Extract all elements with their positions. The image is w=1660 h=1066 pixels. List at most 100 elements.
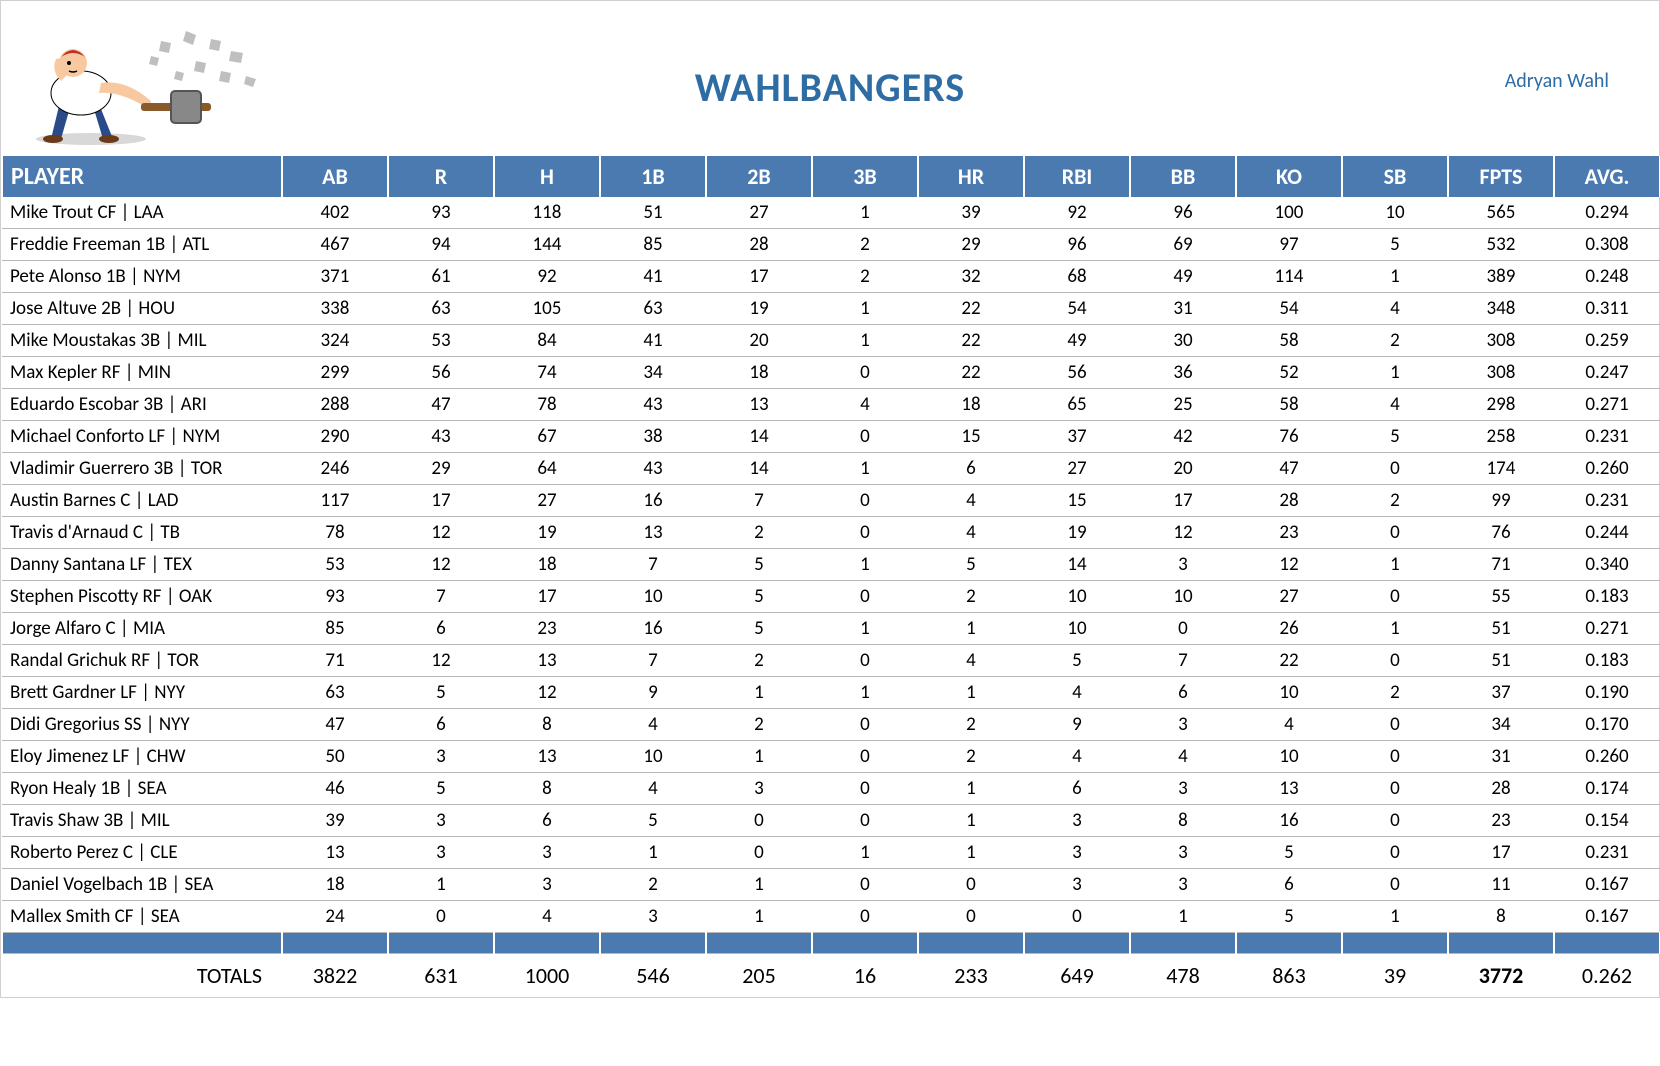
cell-fpts: 532 [1448, 229, 1554, 261]
cell-sb: 5 [1342, 421, 1448, 453]
cell-rbi: 27 [1024, 453, 1130, 485]
stats-table: PLAYER AB R H 1B 2B 3B HR RBI BB KO SB F… [1, 156, 1660, 997]
cell-ab: 467 [282, 229, 388, 261]
cell-b3: 0 [812, 421, 918, 453]
cell-sb: 0 [1342, 645, 1448, 677]
table-row: Travis Shaw 3B | MIL3936500138160230.154 [2, 805, 1660, 837]
player-name-cell: Max Kepler RF | MIN [2, 357, 282, 389]
cell-b2: 18 [706, 357, 812, 389]
cell-bb: 36 [1130, 357, 1236, 389]
cell-r: 94 [388, 229, 494, 261]
cell-r: 1 [388, 869, 494, 901]
cell-b2: 5 [706, 581, 812, 613]
table-row: Freddie Freeman 1B | ATL4679414485282299… [2, 229, 1660, 261]
cell-ab: 18 [282, 869, 388, 901]
owner-link[interactable]: Adryan Wahl [1505, 69, 1609, 93]
cell-avg: 0.311 [1554, 293, 1660, 325]
cell-sb: 2 [1342, 325, 1448, 357]
cell-r: 6 [388, 709, 494, 741]
cell-fpts: 11 [1448, 869, 1554, 901]
table-row: Roberto Perez C | CLE133310113350170.231 [2, 837, 1660, 869]
cell-ko: 58 [1236, 389, 1342, 421]
cell-sb: 1 [1342, 613, 1448, 645]
cell-hr: 18 [918, 389, 1024, 421]
cell-b3: 0 [812, 741, 918, 773]
col-hr: HR [918, 156, 1024, 197]
cell-rbi: 6 [1024, 773, 1130, 805]
player-name-cell: Vladimir Guerrero 3B | TOR [2, 453, 282, 485]
cell-sb: 1 [1342, 357, 1448, 389]
cell-ab: 117 [282, 485, 388, 517]
cell-ab: 402 [282, 197, 388, 229]
cell-ko: 5 [1236, 901, 1342, 933]
cell-hr: 6 [918, 453, 1024, 485]
player-name-cell: Travis Shaw 3B | MIL [2, 805, 282, 837]
cell-b1: 41 [600, 325, 706, 357]
col-fpts: FPTS [1448, 156, 1554, 197]
col-player: PLAYER [2, 156, 282, 197]
cell-h: 23 [494, 613, 600, 645]
cell-b1: 2 [600, 869, 706, 901]
cell-b2: 14 [706, 421, 812, 453]
player-name-cell: Roberto Perez C | CLE [2, 837, 282, 869]
player-name-cell: Danny Santana LF | TEX [2, 549, 282, 581]
cell-r: 7 [388, 581, 494, 613]
cell-b2: 1 [706, 901, 812, 933]
cell-ko: 97 [1236, 229, 1342, 261]
cell-ko: 12 [1236, 549, 1342, 581]
cell-hr: 29 [918, 229, 1024, 261]
cell-b3: 0 [812, 773, 918, 805]
cell-b2: 28 [706, 229, 812, 261]
cell-sb: 4 [1342, 389, 1448, 421]
page-container: WAHLBANGERS Adryan Wahl PLAYER AB R H 1B… [0, 0, 1660, 998]
cell-r: 47 [388, 389, 494, 421]
cell-b3: 0 [812, 709, 918, 741]
cell-b3: 1 [812, 293, 918, 325]
cell-r: 0 [388, 901, 494, 933]
cell-b2: 2 [706, 645, 812, 677]
col-rbi: RBI [1024, 156, 1130, 197]
cell-rbi: 0 [1024, 901, 1130, 933]
cell-h: 78 [494, 389, 600, 421]
cell-sb: 4 [1342, 293, 1448, 325]
table-row: Mallex Smith CF | SEA24043100015180.167 [2, 901, 1660, 933]
cell-rbi: 56 [1024, 357, 1130, 389]
cell-fpts: 37 [1448, 677, 1554, 709]
cell-b3: 1 [812, 837, 918, 869]
totals-row: TOTALS 3822 631 1000 546 205 16 233 649 … [2, 954, 1660, 998]
cell-bb: 31 [1130, 293, 1236, 325]
player-name-cell: Stephen Piscotty RF | OAK [2, 581, 282, 613]
cell-h: 18 [494, 549, 600, 581]
cell-ab: 324 [282, 325, 388, 357]
totals-bb: 478 [1130, 954, 1236, 998]
cell-fpts: 34 [1448, 709, 1554, 741]
cell-bb: 17 [1130, 485, 1236, 517]
cell-rbi: 10 [1024, 613, 1130, 645]
cell-avg: 0.271 [1554, 389, 1660, 421]
cell-ko: 16 [1236, 805, 1342, 837]
cell-rbi: 5 [1024, 645, 1130, 677]
col-bb: BB [1130, 156, 1236, 197]
cell-b1: 9 [600, 677, 706, 709]
table-row: Jorge Alfaro C | MIA8562316511100261510.… [2, 613, 1660, 645]
cell-b2: 2 [706, 517, 812, 549]
team-title: WAHLBANGERS [1, 63, 1659, 112]
player-name-cell: Freddie Freeman 1B | ATL [2, 229, 282, 261]
totals-2b: 205 [706, 954, 812, 998]
cell-ab: 24 [282, 901, 388, 933]
player-name-cell: Mike Moustakas 3B | MIL [2, 325, 282, 357]
cell-rbi: 15 [1024, 485, 1130, 517]
cell-hr: 4 [918, 485, 1024, 517]
cell-ko: 114 [1236, 261, 1342, 293]
table-footer: TOTALS 3822 631 1000 546 205 16 233 649 … [2, 933, 1660, 998]
cell-ab: 63 [282, 677, 388, 709]
cell-b2: 2 [706, 709, 812, 741]
cell-fpts: 8 [1448, 901, 1554, 933]
cell-hr: 1 [918, 805, 1024, 837]
cell-avg: 0.190 [1554, 677, 1660, 709]
cell-b1: 16 [600, 485, 706, 517]
cell-ab: 53 [282, 549, 388, 581]
cell-fpts: 565 [1448, 197, 1554, 229]
cell-ko: 22 [1236, 645, 1342, 677]
cell-fpts: 389 [1448, 261, 1554, 293]
